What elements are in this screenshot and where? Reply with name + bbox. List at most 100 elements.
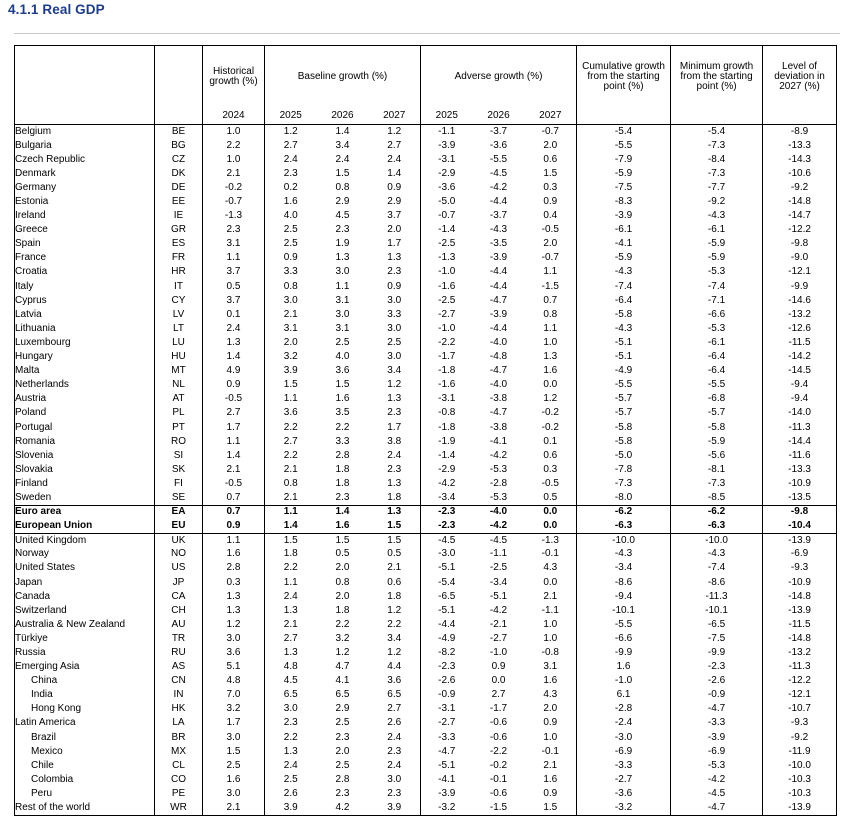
row-adverse-2027: 3.1 xyxy=(543,661,558,673)
row-baseline-2027: 3.8 xyxy=(387,435,402,447)
row-historical-2024: 1.3 xyxy=(202,335,265,350)
row-adverse-2026: -1.5 xyxy=(472,801,525,816)
row-historical-2024: 3.7 xyxy=(202,293,265,308)
row-baseline-2025: 3.9 xyxy=(264,364,317,379)
row-adverse-2025: -3.1 xyxy=(420,702,473,717)
row-adverse-2026: -1.1 xyxy=(489,548,508,560)
row-adverse-2026: -4.0 xyxy=(472,504,525,520)
row-baseline-2025: 1.1 xyxy=(264,575,317,590)
row-adverse-2027: 1.0 xyxy=(543,731,558,743)
row-baseline-2027: 4.4 xyxy=(387,661,402,673)
row-baseline-2027: 1.7 xyxy=(387,421,402,433)
row-cumulative-growth: -5.0 xyxy=(576,448,671,463)
row-level-deviation: -13.5 xyxy=(762,490,838,506)
row-historical-2024: 7.0 xyxy=(202,688,265,703)
row-adverse-2026: -4.4 xyxy=(489,196,508,208)
row-baseline-2027: 1.3 xyxy=(387,393,402,405)
row-adverse-2025: -2.2 xyxy=(420,335,473,350)
row-baseline-2027: 0.9 xyxy=(387,181,402,193)
row-country-code: SK xyxy=(154,462,203,477)
row-adverse-2025: -5.1 xyxy=(420,758,473,773)
row-baseline-2026: 1.5 xyxy=(335,534,350,546)
table-row: Croatia HR 3.7 3.3 3.0 2.3 -1.0 -4.4 1.1 -4.3 -5.3… xyxy=(14,265,838,280)
row-adverse-2027: 2.0 xyxy=(543,139,558,151)
row-adverse-2027: 1.0 xyxy=(543,618,558,630)
row-adverse-2027: 0.9 xyxy=(543,787,558,799)
table-row: Estonia EE -0.7 1.6 2.9 2.9 -5.0 -4.4 0.9 -8.3 -9.… xyxy=(14,194,838,210)
row-minimum-growth: -8.1 xyxy=(670,462,763,477)
row-historical-2024: 1.4 xyxy=(202,350,265,365)
table-row: Germany DE -0.2 0.2 0.8 0.9 -3.6 -4.2 0.3 -7.5 -7.… xyxy=(14,180,838,195)
row-baseline-2025: 2.0 xyxy=(264,335,317,350)
row-adverse-2025: -1.3 xyxy=(420,251,473,266)
row-country-name: Portugal xyxy=(14,420,155,435)
row-adverse-2027: 1.6 xyxy=(543,773,558,785)
row-adverse-2026: -3.4 xyxy=(489,576,508,588)
row-country-code: PL xyxy=(154,406,203,421)
row-cumulative-growth: -2.7 xyxy=(576,772,671,787)
header-group-row: Historical growth (%) Baseline growth (%… xyxy=(14,45,838,108)
row-baseline-2026: 2.3 xyxy=(335,224,350,236)
real-gdp-table-wrapper: Historical growth (%) Baseline growth (%… xyxy=(14,45,838,816)
row-level-deviation: -10.9 xyxy=(762,575,838,590)
row-baseline-2026: 2.3 xyxy=(335,491,350,503)
row-adverse-2026: -0.1 xyxy=(489,773,508,785)
row-historical-2024: 1.6 xyxy=(202,772,265,787)
row-historical-2024: 1.2 xyxy=(202,617,265,632)
row-baseline-2027: 1.8 xyxy=(387,590,402,602)
row-minimum-growth: -7.5 xyxy=(670,631,763,646)
row-level-deviation: -11.3 xyxy=(762,420,838,435)
row-minimum-growth: -7.4 xyxy=(670,561,763,576)
row-baseline-2026: 6.5 xyxy=(335,689,350,701)
row-country-name: Croatia xyxy=(14,265,155,280)
row-adverse-2026: -4.2 xyxy=(489,181,508,193)
row-country-name: Rest of the world xyxy=(14,801,155,816)
row-adverse-2025: -3.0 xyxy=(420,547,473,562)
row-cumulative-growth: -5.1 xyxy=(576,350,671,365)
row-country-code: JP xyxy=(154,575,203,590)
row-country-code: HR xyxy=(154,265,203,280)
row-adverse-2027: 4.3 xyxy=(543,562,558,574)
row-adverse-2025: -1.8 xyxy=(420,364,473,379)
row-baseline-2025: 3.9 xyxy=(264,801,317,816)
row-adverse-2027: 1.3 xyxy=(543,351,558,363)
row-level-deviation: -14.0 xyxy=(762,406,838,421)
row-minimum-growth: -6.4 xyxy=(670,364,763,379)
row-adverse-2027: 0.3 xyxy=(543,181,558,193)
row-baseline-2026: 4.0 xyxy=(335,351,350,363)
row-adverse-2025: -1.9 xyxy=(420,434,473,449)
row-country-name: Australia & New Zealand xyxy=(14,617,155,632)
table-row: Finland FI -0.5 0.8 1.8 1.3 -4.2 -2.8 -0.5 -7.3 -7… xyxy=(14,476,838,491)
row-baseline-2025: 2.3 xyxy=(264,166,317,181)
row-baseline-2025: 3.2 xyxy=(264,350,317,365)
row-country-code: NO xyxy=(154,547,203,562)
row-level-deviation: -14.7 xyxy=(762,209,838,224)
row-adverse-2026: -4.5 xyxy=(489,534,508,546)
row-baseline-2026: 1.4 xyxy=(335,125,350,137)
row-baseline-2025: 2.5 xyxy=(264,223,317,238)
row-baseline-2026: 2.4 xyxy=(335,153,350,165)
row-country-code: HU xyxy=(154,350,203,365)
row-baseline-2027: 2.4 xyxy=(387,731,402,743)
row-baseline-2025: 2.2 xyxy=(264,448,317,463)
row-historical-2024: 1.6 xyxy=(202,547,265,562)
row-baseline-2026: 2.3 xyxy=(335,787,350,799)
row-adverse-2025: -0.7 xyxy=(420,209,473,224)
header-cumulative-growth: Cumulative growth from the starting poin… xyxy=(576,45,671,108)
table-row: Italy IT 0.5 0.8 1.1 0.9 -1.6 -4.4 -1.5 -7.4 -7.4-… xyxy=(14,279,838,294)
row-baseline-2027: 2.3 xyxy=(387,745,402,757)
row-minimum-growth: -6.3 xyxy=(670,519,763,534)
row-minimum-growth: -4.3 xyxy=(670,209,763,224)
row-cumulative-growth: -6.9 xyxy=(576,744,671,759)
row-cumulative-growth: -6.2 xyxy=(576,504,671,520)
row-historical-2024: 0.5 xyxy=(202,279,265,294)
row-baseline-2025: 1.1 xyxy=(264,504,317,520)
row-minimum-growth: -6.2 xyxy=(670,504,763,520)
table-row: Norway NO 1.6 1.8 0.5 0.5 -3.0 -1.1 -0.1 -4.3 -4.3… xyxy=(14,547,838,562)
row-adverse-2025: -3.1 xyxy=(420,392,473,407)
row-adverse-2026: -2.8 xyxy=(489,477,508,489)
row-baseline-2026: 1.5 xyxy=(335,167,350,179)
row-adverse-2027: -1.5 xyxy=(541,280,559,292)
header-year-baseline-2026: 2026 xyxy=(316,108,369,125)
row-adverse-2027: 0.3 xyxy=(543,463,558,475)
